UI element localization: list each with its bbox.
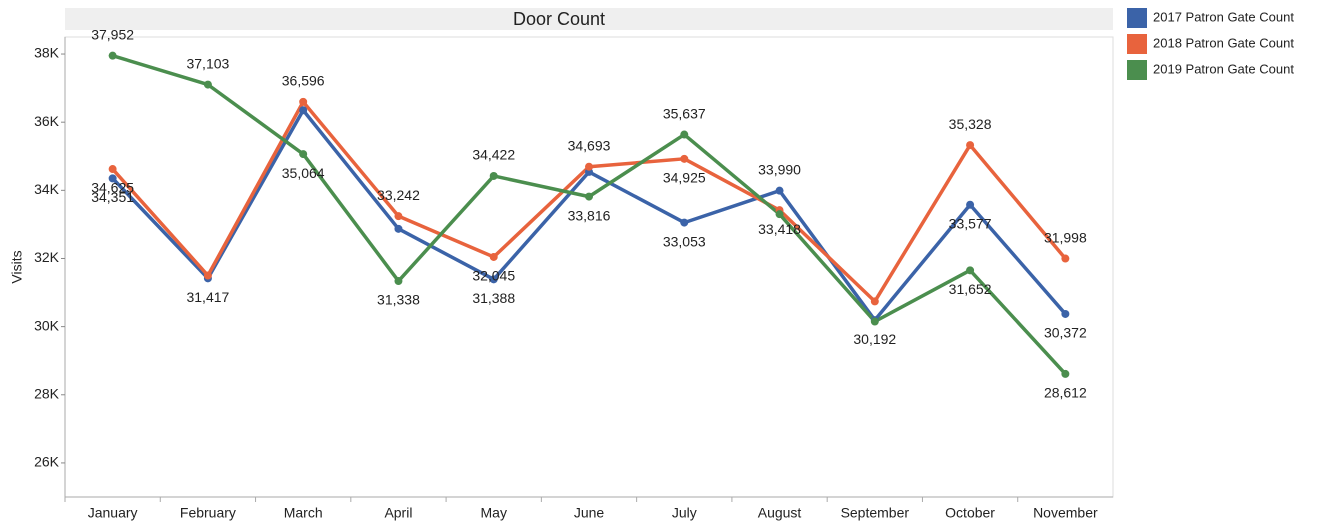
chart-title: Door Count xyxy=(513,9,605,29)
plot-frame xyxy=(64,36,1114,498)
data-label: 35,328 xyxy=(949,116,992,132)
y-tick-label: 34K xyxy=(34,181,60,197)
point xyxy=(203,80,212,89)
data-label: 33,242 xyxy=(377,187,420,203)
x-tick-label: October xyxy=(945,505,995,521)
y-tick-label: 38K xyxy=(34,45,60,61)
legend-swatch xyxy=(1127,34,1147,54)
title-band xyxy=(65,8,1113,30)
point xyxy=(680,130,689,139)
point xyxy=(203,271,212,280)
data-label: 34,625 xyxy=(91,180,134,196)
x-tick-label: April xyxy=(384,505,412,521)
legend-label: 2017 Patron Gate Count xyxy=(1153,9,1294,24)
data-label: 33,053 xyxy=(663,233,706,249)
data-label: 34,422 xyxy=(472,147,515,163)
point xyxy=(680,154,689,163)
point xyxy=(870,317,879,326)
point xyxy=(775,210,784,219)
data-label: 35,637 xyxy=(663,105,706,121)
point xyxy=(775,186,784,195)
x-tick-label: January xyxy=(88,505,138,521)
point xyxy=(299,106,308,115)
point xyxy=(489,252,498,261)
point xyxy=(489,275,498,284)
point xyxy=(394,212,403,221)
point xyxy=(585,192,593,201)
x-tick-label: September xyxy=(841,505,910,521)
x-tick-label: June xyxy=(574,505,605,521)
point xyxy=(870,297,879,306)
point xyxy=(108,174,117,183)
point xyxy=(299,150,308,159)
point xyxy=(966,200,975,209)
y-tick-label: 36K xyxy=(34,113,60,129)
data-label: 30,372 xyxy=(1044,325,1087,341)
point xyxy=(1061,309,1070,318)
x-tick-label: August xyxy=(758,505,802,521)
data-label: 28,612 xyxy=(1044,385,1087,401)
x-tick-label: May xyxy=(481,505,507,521)
point xyxy=(1061,254,1070,263)
data-label: 33,816 xyxy=(568,207,611,223)
point xyxy=(966,141,975,150)
series-line xyxy=(111,100,1067,304)
point xyxy=(585,162,593,171)
data-label: 33,990 xyxy=(758,161,801,177)
data-label: 31,417 xyxy=(186,289,229,305)
y-tick-label: 26K xyxy=(34,454,60,470)
data-label: 36,596 xyxy=(282,73,325,89)
data-label: 32,045 xyxy=(472,268,515,284)
data-label: 31,338 xyxy=(377,292,420,308)
legend-swatch xyxy=(1127,60,1147,80)
legend-label: 2019 Patron Gate Count xyxy=(1153,61,1294,76)
data-label: 33,418 xyxy=(758,221,801,237)
x-tick-label: February xyxy=(180,505,236,521)
data-label: 34,693 xyxy=(568,137,611,153)
point xyxy=(394,224,403,233)
point xyxy=(299,97,308,106)
point xyxy=(1061,369,1070,378)
data-label: 34,925 xyxy=(663,170,706,186)
x-tick-label: March xyxy=(284,505,323,521)
data-label: 31,998 xyxy=(1044,229,1087,245)
y-axis-label: Visits xyxy=(9,250,25,283)
point xyxy=(108,51,117,60)
point xyxy=(966,266,975,275)
y-tick-label: 32K xyxy=(34,249,60,265)
y-tick-label: 30K xyxy=(34,317,60,333)
x-tick-label: July xyxy=(672,505,697,521)
data-label: 37,103 xyxy=(186,55,229,71)
data-label: 31,652 xyxy=(949,281,992,297)
data-label: 35,064 xyxy=(282,165,325,181)
legend-label: 2018 Patron Gate Count xyxy=(1153,35,1294,50)
data-label: 34,351 xyxy=(91,189,134,205)
point xyxy=(489,171,498,180)
point xyxy=(394,277,403,286)
legend-swatch xyxy=(1127,8,1147,28)
point xyxy=(680,218,689,227)
data-label: 30,192 xyxy=(853,331,896,347)
data-label: 37,952 xyxy=(91,26,134,42)
y-tick-label: 28K xyxy=(34,385,60,401)
x-tick-label: November xyxy=(1033,505,1098,521)
point xyxy=(108,165,117,174)
data-label: 31,388 xyxy=(472,290,515,306)
data-label: 33,577 xyxy=(949,215,992,231)
